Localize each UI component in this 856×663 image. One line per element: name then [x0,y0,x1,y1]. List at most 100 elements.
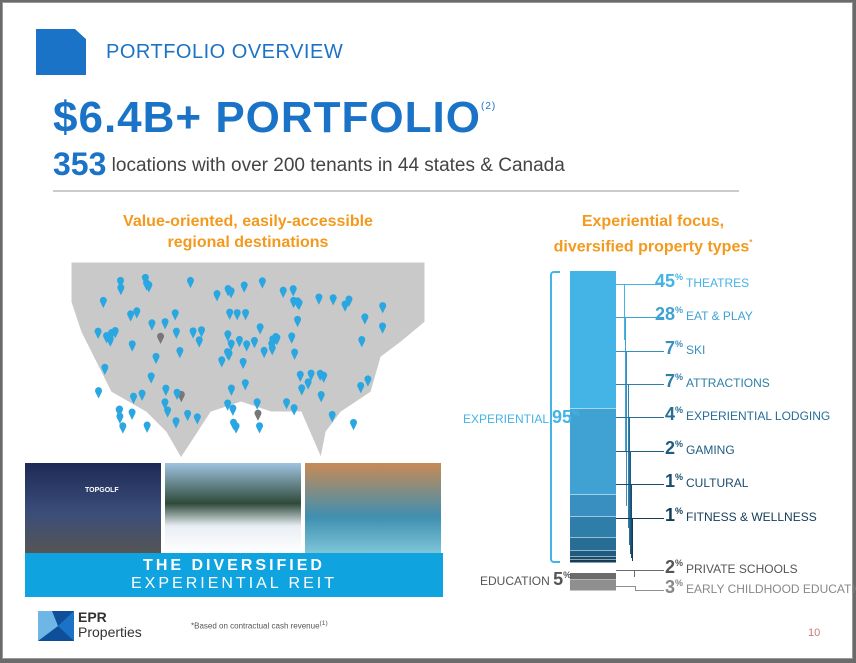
percent-label: 4% [664,404,683,424]
location-pin [147,372,155,384]
location-pin [241,379,249,391]
bar-segment [570,550,616,557]
category-label: SKI [686,343,706,357]
location-pin [350,418,358,431]
percent-label: 28% [654,304,683,324]
location-pin [294,315,302,328]
location-pin [172,327,180,339]
footnote-ref: (1) [319,620,328,627]
location-pin [317,391,325,403]
section-marker [36,29,86,75]
location-pin [279,286,287,298]
location-pin [329,294,337,306]
location-pin [256,323,264,335]
footnote: *Based on contractual cash revenue(1) [191,620,328,631]
group-label-experiential: EXPERIENTIAL 95% [463,407,580,427]
connector-line [625,317,664,318]
headline: $6.4B+ PORTFOLIO [53,93,481,142]
location-pin [115,405,123,418]
location-pin [173,388,181,400]
brand-line1: EPR [78,609,107,625]
location-pin [226,308,234,320]
category-label: GAMING [686,443,735,457]
connector-line [628,417,664,418]
location-pin [272,333,280,345]
group-label-education: EDUCATION 5% [480,569,572,589]
bar-segment [570,495,616,517]
location-pin [143,421,151,433]
connector-line [630,451,631,554]
location-pin [379,302,387,314]
connector-line [628,417,630,545]
right-heading-line2: diversified property types [553,238,750,256]
footnote-text: *Based on contractual cash revenue [191,621,320,631]
location-pin [94,327,102,339]
location-pin [283,398,291,410]
banner: THE DIVERSIFIED EXPERIENTIAL REIT [25,553,443,597]
connector-line [634,585,636,590]
location-pin [295,298,303,311]
location-pin [164,406,172,418]
location-pin [358,336,366,348]
banner-line1: THE DIVERSIFIED [143,557,325,574]
photo-ski [165,463,301,553]
subtitle: 353 locations with over 200 tenants in 4… [53,146,565,183]
bar-segment [570,573,616,581]
connector-line [616,417,629,418]
location-pin [138,389,146,401]
page-number: 10 [808,627,821,639]
category-label: THEATRES [686,276,750,290]
category-label: ATTRACTIONS [686,376,770,390]
connector-line [633,570,635,577]
connector-line [616,317,626,318]
location-pin [162,384,170,396]
location-pin [290,296,298,309]
brand-line2: Properties [78,624,142,640]
banner-line2: EXPERIENTIAL REIT [131,575,337,592]
location-pin [152,352,160,365]
location-pin [298,384,306,396]
divider [53,190,739,192]
location-pin [171,309,179,321]
location-pin [288,332,296,344]
location-pin [316,369,324,382]
bar-segment [570,559,616,563]
left-heading: Value-oriented, easily-accessible regiona… [71,211,425,253]
location-pin [258,277,266,289]
connector-line [631,484,664,485]
connector-line [632,518,664,519]
left-heading-line1: Value-oriented, easily-accessible [123,213,373,230]
location-pin [218,356,226,368]
connector-line [616,570,634,571]
location-pin [296,370,304,383]
location-pin [193,413,201,425]
connector-line [627,384,629,528]
location-pin [227,339,235,351]
percent-label: 2% [664,557,683,577]
location-pin [224,330,232,342]
location-pin [290,404,298,416]
location-pin [345,295,353,307]
location-pin [239,357,247,370]
location-pin [117,276,125,289]
bar-segment [570,538,616,551]
percent-label: 7% [664,371,683,391]
page-title: $6.4B+ PORTFOLIO(2) [53,93,496,143]
category-label: EXPERIENTIAL LODGING [686,409,831,423]
photo-waterpark [305,463,441,553]
location-pin [304,378,312,390]
connector-line [616,484,632,485]
connector-line [616,384,628,385]
location-pin [379,322,387,334]
location-pin [195,336,203,348]
location-pin [328,410,336,423]
connector-line [626,351,628,507]
location-pin [176,346,184,359]
connector-line [627,384,664,385]
percent-label: 3% [664,577,683,597]
category-label: EARLY CHILDHOOD EDUCATION [686,582,856,596]
location-pin [141,273,149,286]
location-pin [250,336,258,349]
topgolf-sign: TOPGOLF [85,487,119,494]
location-pin [213,290,221,302]
